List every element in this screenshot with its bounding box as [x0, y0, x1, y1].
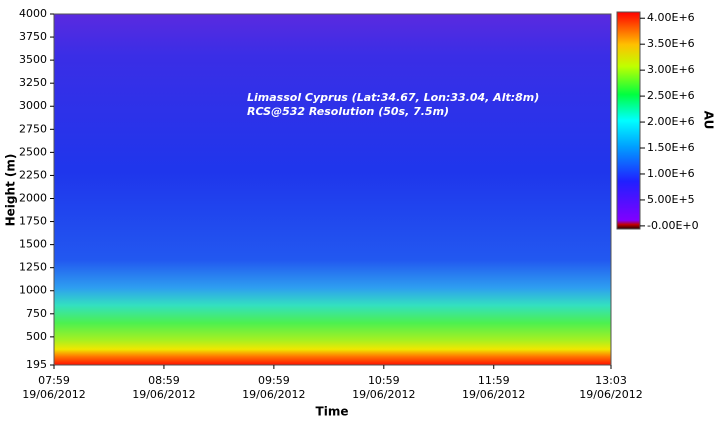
- y-tick-label: 2000: [19, 191, 47, 204]
- colorbar-tick-label: 5.00E+5: [647, 193, 695, 206]
- y-tick-label: 750: [26, 307, 47, 320]
- annotation: RCS@532 Resolution (50s, 7.5m): [247, 105, 449, 118]
- y-axis-label: Height (m): [4, 154, 18, 227]
- x-axis-label: Time: [316, 405, 349, 419]
- y-tick-label: 3250: [19, 76, 47, 89]
- x-tick-label: 13:03: [595, 374, 627, 387]
- x-tick-date: 19/06/2012: [22, 388, 85, 401]
- colorbar-tick-label: 1.00E+6: [647, 167, 695, 180]
- x-tick-date: 19/06/2012: [242, 388, 305, 401]
- x-tick-label: 11:59: [478, 374, 510, 387]
- x-tick-date: 19/06/2012: [132, 388, 195, 401]
- y-tick-label: 195: [26, 358, 47, 371]
- y-tick-label: 1000: [19, 284, 47, 297]
- colorbar-tick-label: 1.50E+6: [647, 141, 695, 154]
- y-tick-label: 1750: [19, 215, 47, 228]
- colorbar-tick-label: 2.00E+6: [647, 115, 695, 128]
- y-tick-label: 500: [26, 330, 47, 343]
- y-tick-label: 2250: [19, 168, 47, 181]
- colorbar-tick-label: 3.50E+6: [647, 37, 695, 50]
- plot-frame: [53, 13, 612, 366]
- x-tick-label: 09:59: [258, 374, 290, 387]
- colorbar-tick-label: 2.50E+6: [647, 89, 695, 102]
- y-tick-label: 1250: [19, 261, 47, 274]
- y-tick-label: 4000: [19, 7, 47, 20]
- y-tick-label: 2750: [19, 122, 47, 135]
- y-tick-label: 3750: [19, 30, 47, 43]
- colorbar-tick-label: -0.00E+0: [647, 219, 699, 232]
- y-tick-label: 3500: [19, 53, 47, 66]
- y-tick-label: 3000: [19, 99, 47, 112]
- x-tick-date: 19/06/2012: [352, 388, 415, 401]
- x-tick-date: 19/06/2012: [462, 388, 525, 401]
- heatmap: [54, 14, 611, 365]
- x-tick-label: 07:59: [38, 374, 70, 387]
- y-tick-label: 1500: [19, 238, 47, 251]
- colorbar-tick-label: 4.00E+6: [647, 11, 695, 24]
- colorbar-tick-label: 3.00E+6: [647, 63, 695, 76]
- y-tick-label: 2500: [19, 145, 47, 158]
- colorbar-label: AU: [702, 111, 716, 130]
- x-tick-label: 10:59: [368, 374, 400, 387]
- x-tick-label: 08:59: [148, 374, 180, 387]
- annotation: Limassol Cyprus (Lat:34.67, Lon:33.04, A…: [247, 91, 539, 104]
- colorbar: [616, 11, 641, 230]
- x-tick-date: 19/06/2012: [579, 388, 642, 401]
